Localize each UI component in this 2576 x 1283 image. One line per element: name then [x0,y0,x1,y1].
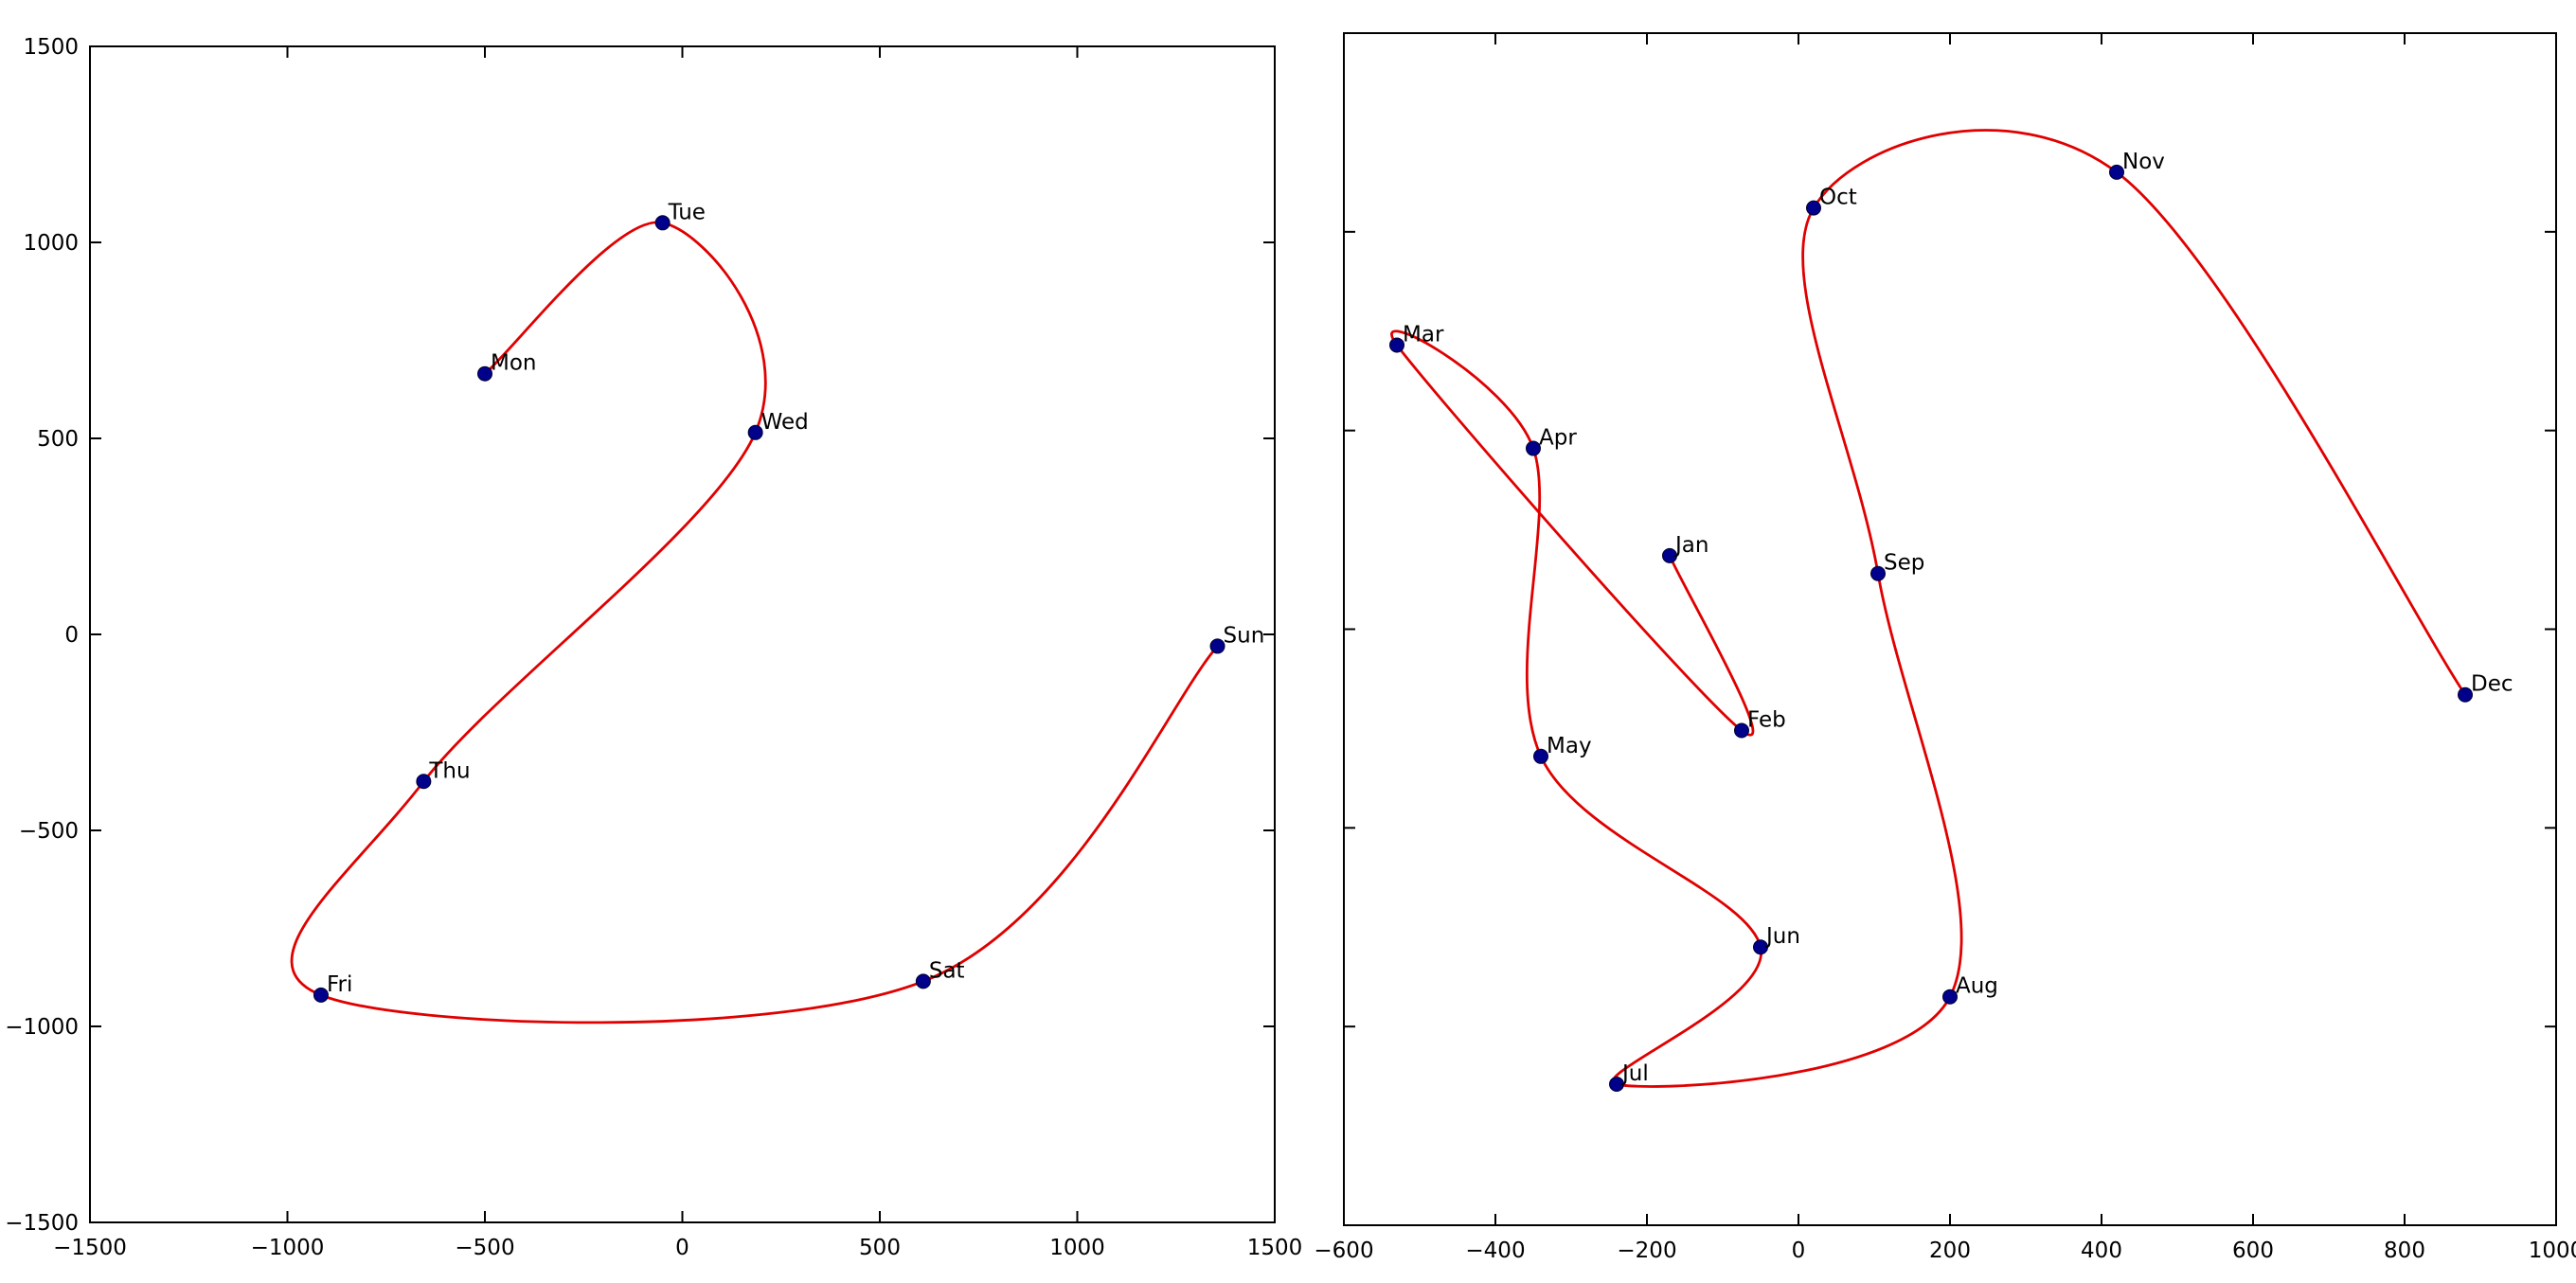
point-label-dec: Dec [2471,672,2513,697]
y-tick-label: 1000 [23,231,79,256]
x-tick-label: −500 [455,1236,514,1260]
point-label-jan: Jan [1673,533,1708,558]
x-tick-label: 1000 [2529,1238,2576,1263]
x-tick-label: 0 [675,1236,689,1260]
point-label-sat: Sat [929,958,965,983]
y-tick-label: 500 [37,427,79,452]
x-tick-label: 600 [2232,1238,2274,1263]
y-tick-label: 1500 [23,35,79,60]
data-point-fri [313,987,329,1003]
data-point-mar [1389,337,1404,353]
x-tick-label: 0 [1792,1238,1806,1263]
point-label-jun: Jun [1764,924,1800,949]
panel-months: −600 −400 −200 0 200 400 600 800 1000 Jan Feb Mar Ap… [1314,32,2576,1263]
y-tick-label: −1000 [5,1015,79,1040]
point-label-tue: Tue [668,200,706,224]
point-label-wed: Wed [761,410,809,435]
point-label-fri: Fri [327,972,352,997]
data-point-jun [1753,939,1768,955]
point-label-may: May [1547,734,1592,758]
x-tick-label: −1000 [251,1236,325,1260]
point-label-sun: Sun [1224,623,1265,648]
x-tick-label: 500 [859,1236,901,1260]
x-tick-label: 1000 [1049,1236,1105,1260]
x-tick-label: 800 [2384,1238,2425,1263]
data-point-sat [915,973,931,989]
x-tick-label: 200 [1929,1238,1971,1263]
point-label-aug: Aug [1956,974,1998,999]
data-point-mon [477,365,492,382]
data-point-wed [747,424,763,440]
y-tick-label: −1500 [5,1211,79,1236]
y-tick-label: −500 [19,819,79,844]
point-label-nov: Nov [2122,150,2165,174]
data-point-jan [1662,547,1677,563]
data-point-thu [416,774,432,790]
data-point-feb [1734,722,1749,739]
data-point-aug [1942,989,1958,1005]
point-label-mar: Mar [1403,322,1444,347]
data-point-tue [654,215,671,231]
data-point-oct [1806,200,1821,216]
panel-weekdays: −1500 −1000 −500 0 500 1000 1500 −1500 −1000 −500… [5,35,1302,1260]
x-tick-label: −200 [1617,1238,1676,1263]
x-tick-label: −1500 [53,1236,127,1260]
interpolated-curve [1390,129,2467,1088]
x-tick-label: 400 [2081,1238,2122,1263]
point-label-apr: Apr [1539,426,1577,451]
data-point-may [1533,748,1548,764]
point-label-feb: Feb [1747,708,1786,733]
data-point-sun [1209,638,1225,654]
y-tick-label: 0 [64,623,79,648]
x-tick-label: −400 [1465,1238,1525,1263]
point-label-thu: Thu [428,758,470,783]
point-label-oct: Oct [1819,186,1857,210]
point-label-mon: Mon [491,351,537,376]
x-tick-label: −600 [1314,1238,1373,1263]
point-label-sep: Sep [1884,551,1924,576]
interpolated-curve [290,221,1219,1025]
data-point-nov [2109,164,2124,180]
x-tick-label: 1500 [1247,1236,1303,1260]
data-point-jul [1609,1077,1624,1093]
data-point-sep [1870,565,1886,581]
point-label-jul: Jul [1620,1061,1649,1086]
data-point-apr [1526,440,1541,456]
axes-box [1343,32,2557,1226]
data-point-dec [2458,686,2473,703]
